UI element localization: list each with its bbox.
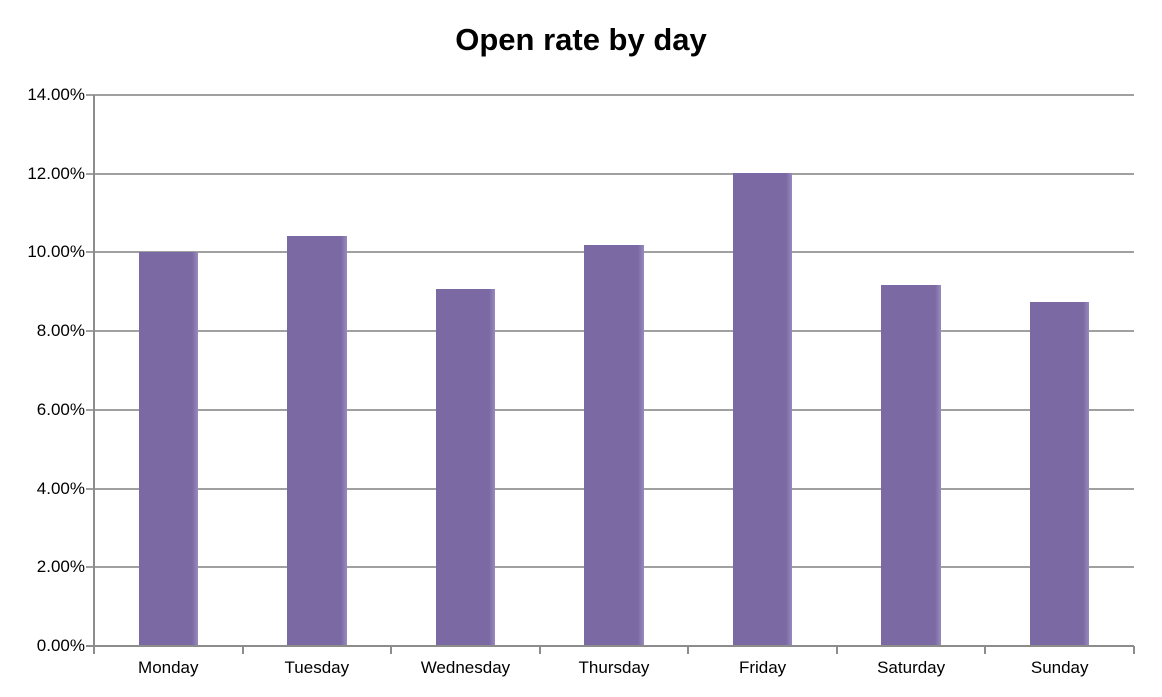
y-axis-line: [93, 95, 95, 646]
bar-wednesday: [435, 288, 496, 646]
y-tick-label: 14.00%: [27, 85, 85, 104]
x-tick-label: Friday: [738, 658, 787, 677]
x-tick-label: Wednesday: [420, 658, 511, 677]
x-tick-mark: [687, 646, 690, 654]
gridline: [86, 172, 1134, 175]
bar-friday: [732, 172, 793, 646]
y-tick-label: 12.00%: [27, 163, 85, 183]
y-tick-label: 6.00%: [36, 399, 85, 419]
x-tick-mark: [538, 646, 541, 654]
x-tick-label: Monday: [138, 658, 199, 677]
plot-area: 0.00% 2.00% 4.00% 6.00% 8.00% 10.00% 12.00% 14.…: [27, 85, 1135, 677]
gridline: [86, 94, 1134, 96]
x-axis-line: [86, 645, 1134, 647]
bar-tuesday: [287, 235, 347, 646]
x-tick-label: Saturday: [877, 658, 946, 677]
x-tick-mark: [390, 646, 393, 654]
x-tick-mark: [835, 646, 838, 654]
bar-sunday: [1030, 301, 1090, 646]
x-tick-label: Sunday: [1030, 658, 1089, 677]
bar-thursday: [584, 245, 644, 646]
chart-title: Open rate by day: [455, 22, 707, 57]
x-tick-mark: [1133, 646, 1135, 654]
y-tick-label: 10.00%: [27, 242, 85, 262]
x-tick-mark: [93, 646, 95, 654]
y-tick-label: 4.00%: [36, 478, 85, 498]
y-axis-labels: 0.00% 2.00% 4.00% 6.00% 8.00% 10.00% 12.00% 14.…: [0, 85, 85, 655]
bar-monday: [138, 251, 198, 646]
bar-saturday: [881, 285, 941, 646]
x-tick-label: Tuesday: [284, 658, 350, 677]
x-tick-mark: [241, 646, 244, 654]
y-tick-label: 2.00%: [36, 557, 85, 577]
x-axis-labels: Monday Tuesday Wednesday Thursday Friday Satu…: [94, 657, 1134, 683]
y-tick-label: 0.00%: [36, 636, 85, 655]
y-tick-label: 8.00%: [36, 321, 85, 341]
x-tick-label: Thursday: [578, 658, 650, 677]
x-tick-mark: [984, 646, 987, 654]
